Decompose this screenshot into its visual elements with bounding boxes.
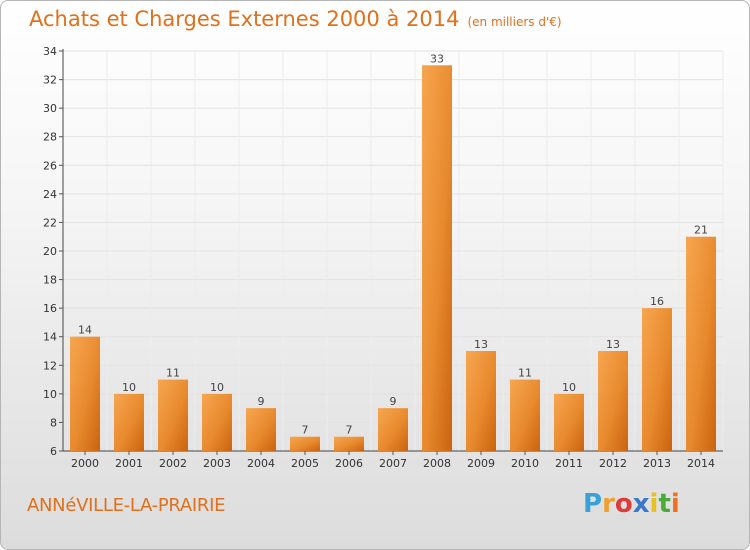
bar bbox=[158, 379, 188, 451]
logo-letter: P bbox=[583, 489, 603, 519]
data-label: 33 bbox=[430, 52, 444, 65]
x-tick-label: 2006 bbox=[335, 457, 363, 470]
chart-subtitle: (en milliers d'€) bbox=[467, 15, 562, 29]
y-tick-label: 22 bbox=[43, 216, 57, 229]
bar bbox=[114, 393, 144, 451]
x-tick-label: 2011 bbox=[555, 457, 583, 470]
y-tick-label: 8 bbox=[50, 416, 57, 429]
data-label: 13 bbox=[474, 338, 488, 351]
data-label: 13 bbox=[606, 338, 620, 351]
y-axis-ticks: 6 8 10 12 14 16 18 20 22 24 26 28 30 32 34 bbox=[43, 45, 63, 458]
y-tick-label: 10 bbox=[43, 388, 57, 401]
x-tick-label: 2002 bbox=[159, 457, 187, 470]
logo-letter: t bbox=[658, 489, 671, 519]
x-tick-label: 2010 bbox=[511, 457, 539, 470]
y-tick-label: 16 bbox=[43, 302, 57, 315]
data-label: 21 bbox=[694, 224, 708, 237]
place-name: ANNéVILLE-LA-PRAIRIE bbox=[27, 495, 226, 516]
x-tick-label: 2013 bbox=[643, 457, 671, 470]
y-tick-label: 6 bbox=[50, 445, 57, 458]
bar bbox=[510, 379, 540, 451]
data-label: 10 bbox=[122, 381, 136, 394]
bar bbox=[686, 236, 716, 451]
logo-letter: i bbox=[670, 489, 680, 519]
data-label: 7 bbox=[346, 424, 353, 437]
x-tick-label: 2009 bbox=[467, 457, 495, 470]
x-axis-ticks: 2000 2001 2002 2003 2004 2005 2006 2007 2008 2009… bbox=[71, 451, 715, 470]
bar bbox=[334, 436, 364, 451]
x-tick-label: 2007 bbox=[379, 457, 407, 470]
proxiti-logo: Proxiti bbox=[583, 489, 680, 519]
y-tick-label: 24 bbox=[43, 188, 57, 201]
x-tick-label: 2008 bbox=[423, 457, 451, 470]
data-label: 10 bbox=[210, 381, 224, 394]
bar bbox=[202, 393, 232, 451]
logo-letter: o bbox=[614, 489, 633, 519]
bar bbox=[598, 351, 628, 451]
logo-letter: r bbox=[602, 489, 615, 519]
bar bbox=[290, 436, 320, 451]
y-tick-label: 12 bbox=[43, 359, 57, 372]
bar bbox=[70, 336, 100, 451]
y-tick-label: 20 bbox=[43, 245, 57, 258]
y-tick-label: 30 bbox=[43, 102, 57, 115]
y-tick-label: 14 bbox=[43, 331, 57, 344]
bar bbox=[422, 65, 452, 452]
y-tick-label: 28 bbox=[43, 131, 57, 144]
x-tick-label: 2014 bbox=[687, 457, 715, 470]
y-tick-label: 26 bbox=[43, 159, 57, 172]
bar bbox=[378, 408, 408, 451]
x-tick-label: 2001 bbox=[115, 457, 143, 470]
data-label: 11 bbox=[166, 367, 180, 380]
y-tick-label: 18 bbox=[43, 274, 57, 287]
data-label: 7 bbox=[302, 424, 309, 437]
x-tick-label: 2012 bbox=[599, 457, 627, 470]
data-label: 9 bbox=[258, 395, 265, 408]
data-label: 10 bbox=[562, 381, 576, 394]
x-tick-label: 2005 bbox=[291, 457, 319, 470]
data-labels: 14 10 11 10 9 7 7 9 33 13 11 10 13 16 21 bbox=[78, 52, 708, 436]
bar bbox=[554, 393, 584, 451]
bar bbox=[466, 351, 496, 451]
chart-title-text: Achats et Charges Externes 2000 à 2014 bbox=[29, 7, 460, 31]
bar bbox=[246, 408, 276, 451]
logo-letter: x bbox=[632, 489, 650, 519]
x-tick-label: 2003 bbox=[203, 457, 231, 470]
x-tick-label: 2000 bbox=[71, 457, 99, 470]
data-label: 9 bbox=[390, 395, 397, 408]
logo-letter: i bbox=[649, 489, 659, 519]
chart-title: Achats et Charges Externes 2000 à 2014 (e… bbox=[29, 7, 562, 31]
y-tick-label: 32 bbox=[43, 74, 57, 87]
bars bbox=[70, 65, 716, 452]
y-tick-label: 34 bbox=[43, 45, 57, 58]
x-tick-label: 2004 bbox=[247, 457, 275, 470]
bar bbox=[642, 308, 672, 451]
data-label: 11 bbox=[518, 367, 532, 380]
data-label: 14 bbox=[78, 324, 92, 337]
data-label: 16 bbox=[650, 295, 664, 308]
